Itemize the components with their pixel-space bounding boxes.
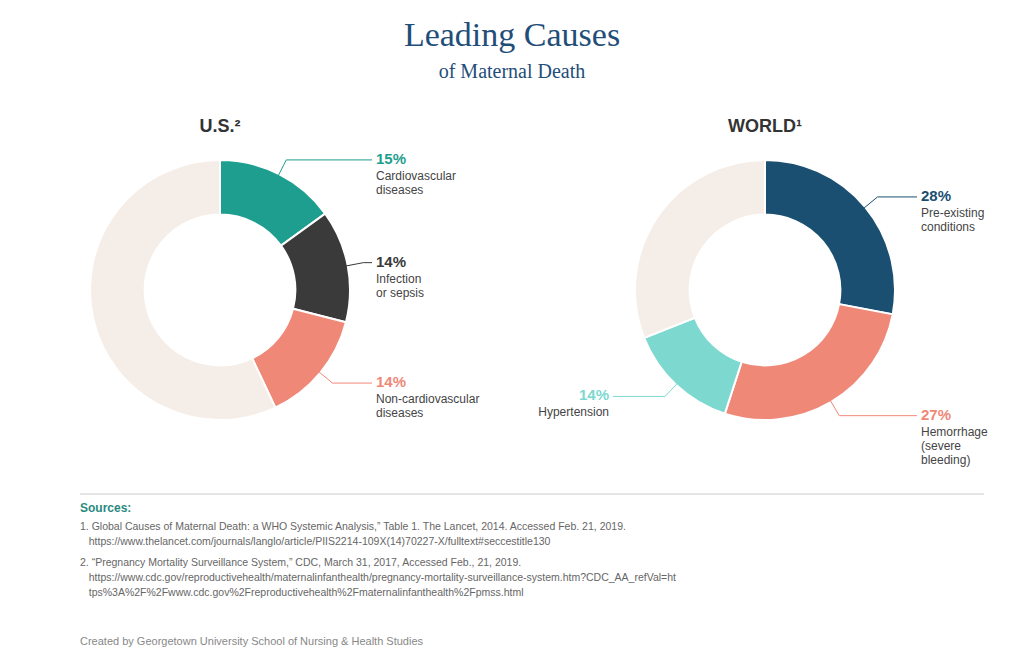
leader-line: [277, 160, 372, 178]
donut-slice: [765, 160, 895, 314]
category-label-line: Hemorrhage: [921, 425, 988, 439]
category-label-line: Pre-existing: [921, 206, 984, 220]
category-label-line: Hypertension: [538, 405, 609, 419]
category-label-line: diseases: [376, 406, 423, 420]
data-label: 28%: [921, 187, 951, 204]
source-line: https://www.cdc.gov/reproductivehealth/m…: [80, 571, 676, 583]
data-label: 14%: [376, 253, 406, 270]
donut-chart: 15%Cardiovasculardiseases14%Infectionor …: [90, 150, 479, 420]
category-label: Non-cardiovasculardiseases: [376, 392, 479, 420]
data-label: 15%: [376, 150, 406, 167]
leader-line: [829, 398, 917, 415]
category-label-line: conditions: [921, 220, 975, 234]
category-label-line: Non-cardiovascular: [376, 392, 479, 406]
sources-heading: Sources:: [80, 501, 131, 515]
category-label-line: Infection: [376, 272, 421, 286]
divider: [80, 494, 984, 495]
leader-line: [317, 370, 372, 383]
category-label-line: bleeding): [921, 453, 970, 467]
source-line: 1. Global Causes of Maternal Death: a WH…: [80, 520, 626, 532]
donut-chart: 28% Pre-existingconditions 27% Hemorrhage(s…: [538, 160, 988, 467]
category-label-line: Cardiovascular: [376, 169, 456, 183]
footer: Created by Georgetown University School …: [80, 635, 424, 647]
donut-slice: [281, 214, 350, 323]
category-label-line: diseases: [376, 183, 423, 197]
source-line: tps%3A%2F%2Fwww.cdc.gov%2Freproductivehe…: [80, 586, 524, 598]
chart-title: U.S.²: [199, 116, 240, 136]
source-line: https://www.thelancet.com/journals/langl…: [80, 535, 551, 547]
donut-slice: [725, 304, 893, 420]
leader-line: [613, 382, 679, 397]
subtitle: of Maternal Death: [439, 60, 586, 82]
leader-line: [344, 263, 372, 267]
title: Leading Causes: [404, 16, 620, 53]
category-label: Pre-existingconditions: [921, 206, 984, 234]
donut-slice: [90, 160, 275, 420]
category-label: Hypertension: [538, 405, 609, 419]
data-label: 14%: [376, 373, 406, 390]
data-label: 27%: [921, 406, 951, 423]
category-label: Cardiovasculardiseases: [376, 169, 456, 197]
data-label: 14%: [579, 386, 609, 403]
donut-slice: [635, 160, 765, 338]
category-label-line: or sepsis: [376, 286, 424, 300]
source-line: 2. “Pregnancy Mortality Surveillance Sys…: [80, 556, 521, 568]
category-label-line: (severe: [921, 439, 961, 453]
category-label: Infectionor sepsis: [376, 272, 424, 300]
category-label: Hemorrhage(severebleeding): [921, 425, 988, 467]
chart-canvas: Leading Causes of Maternal Death 15% Cardio…: [0, 0, 1024, 672]
leader-line: [862, 197, 917, 210]
chart-title: WORLD¹: [728, 116, 802, 136]
